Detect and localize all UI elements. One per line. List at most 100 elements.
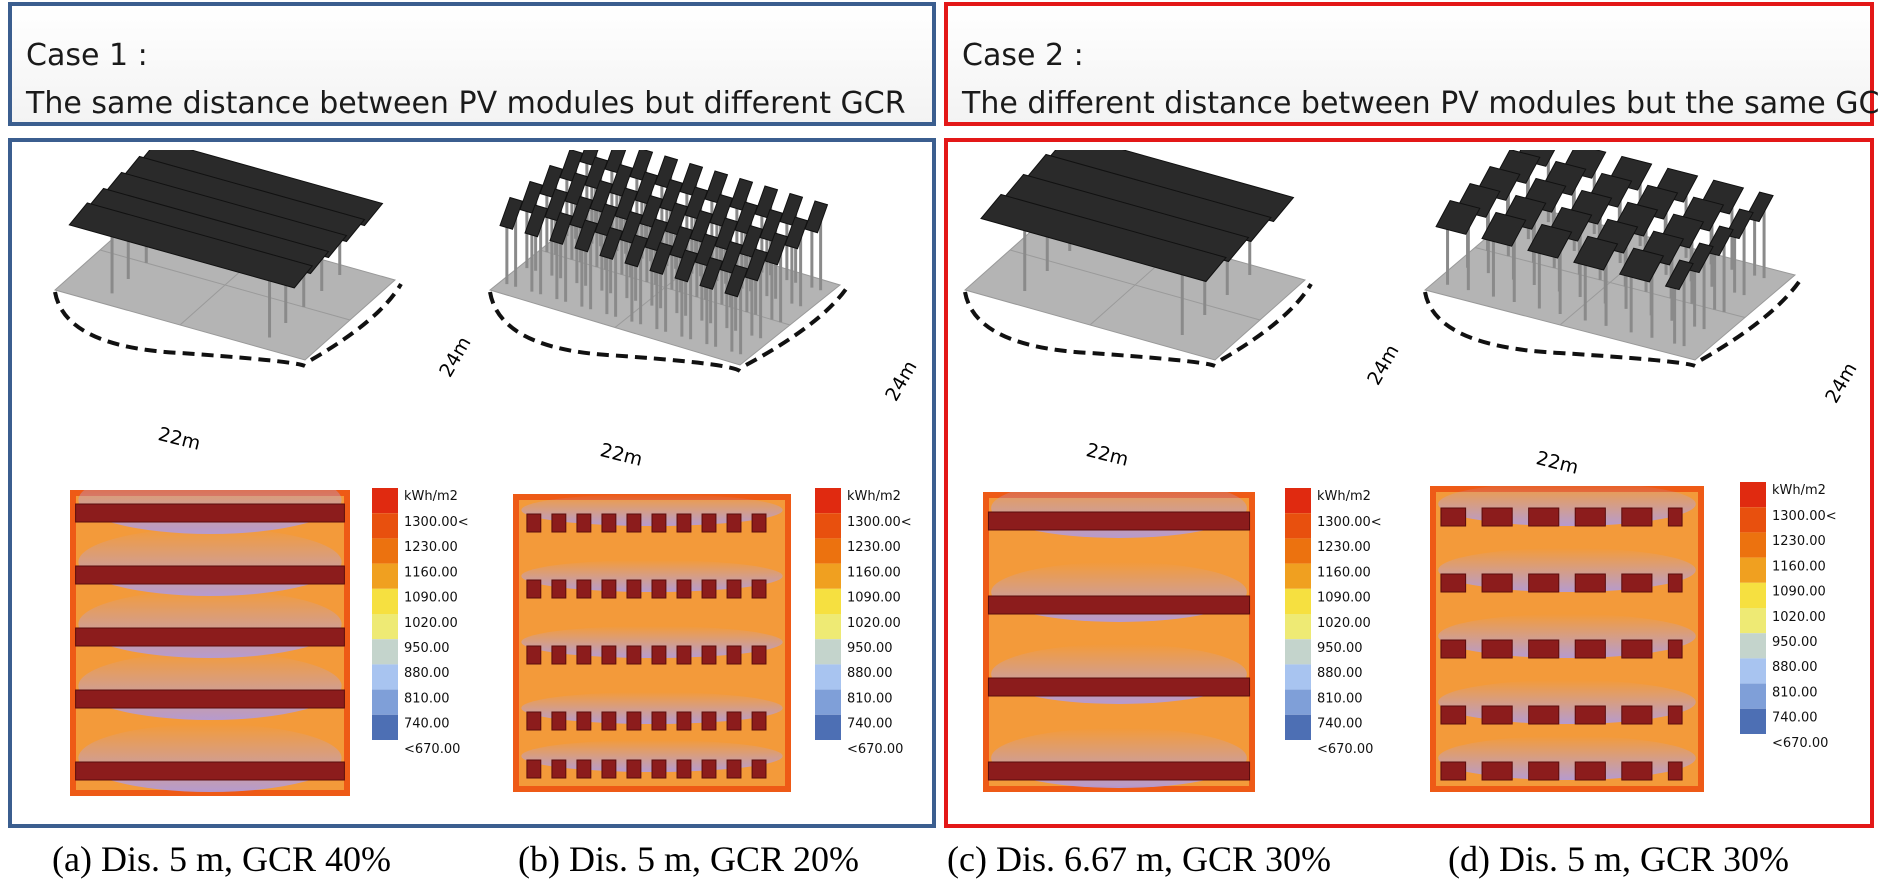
caption-a: (a) Dis. 5 m, GCR 40% — [52, 839, 391, 879]
pv-module — [784, 216, 809, 250]
legend-label: 1160.00 — [847, 565, 901, 580]
legend-swatch — [1285, 513, 1311, 539]
depth-dimension — [745, 287, 848, 367]
width-dimension — [488, 291, 742, 373]
module-footprint — [75, 689, 345, 709]
legend-label: 740.00 — [847, 717, 893, 732]
legend-unit: kWh/m2 — [404, 489, 458, 504]
legend-swatch — [1740, 683, 1766, 709]
legend-swatch — [372, 563, 398, 589]
legend-label: 1160.00 — [404, 565, 458, 580]
caption-c: (c) Dis. 6.67 m, GCR 30% — [947, 839, 1331, 879]
module-footprint — [551, 645, 567, 665]
legend-swatch — [372, 614, 398, 640]
pv-module — [629, 150, 654, 181]
shade-zone — [1438, 736, 1696, 780]
case2-title: Case 2 : — [962, 38, 1084, 73]
module-footprint — [576, 513, 592, 533]
legend-swatch — [372, 588, 398, 614]
module-footprint — [1481, 761, 1513, 781]
legend-swatch — [1740, 532, 1766, 558]
legend-label: 740.00 — [1317, 717, 1363, 732]
pv-module — [614, 187, 639, 221]
legend-label: 1230.00 — [1772, 534, 1826, 549]
legend-swatch — [372, 639, 398, 665]
depth-dimension — [1700, 277, 1803, 362]
module-footprint — [1528, 639, 1560, 659]
module-footprint — [626, 579, 642, 599]
legend-swatch — [815, 689, 841, 715]
module-footprint — [651, 759, 667, 779]
pv-module — [694, 233, 719, 267]
pv-module — [609, 163, 634, 197]
pv-module — [804, 200, 829, 234]
pv-module — [68, 202, 314, 289]
module-footprint — [1528, 507, 1560, 527]
pv-module — [729, 177, 754, 211]
pv-array-3d-a — [53, 150, 403, 368]
pv-module — [739, 224, 764, 258]
module-footprint — [551, 759, 567, 779]
width-dimension — [1423, 291, 1696, 368]
irradiance-map-c — [983, 492, 1255, 792]
legend-swatch — [1285, 538, 1311, 564]
module-footprint — [1528, 573, 1560, 593]
module-footprint — [526, 579, 542, 599]
pv-module — [499, 196, 524, 230]
pv-module — [704, 170, 729, 204]
legend-swatch — [372, 664, 398, 690]
legend-label: 1020.00 — [404, 616, 458, 631]
case1-description: The same distance between PV modules but… — [26, 86, 906, 121]
legend-swatch — [1285, 714, 1311, 740]
pv-module — [684, 186, 709, 220]
legend-label: 1300.00< — [1772, 509, 1837, 524]
legend-swatch — [1285, 689, 1311, 715]
pv-module — [779, 192, 804, 226]
module-footprint — [576, 759, 592, 779]
module-footprint — [726, 579, 742, 599]
module-footprint — [75, 503, 345, 523]
module-footprint — [1440, 573, 1467, 593]
module-footprint — [526, 711, 542, 731]
legend-label: 1300.00< — [847, 515, 912, 530]
module-footprint — [1481, 705, 1513, 725]
pv-module — [709, 193, 734, 227]
module-footprint — [601, 759, 617, 779]
legend-swatch — [1285, 563, 1311, 589]
pv-module — [604, 150, 627, 174]
legend-label: 1230.00 — [404, 540, 458, 555]
pv-module — [634, 171, 659, 205]
module-footprint — [676, 645, 692, 665]
module-footprint — [676, 711, 692, 731]
module-footprint — [576, 711, 592, 731]
legend-swatch — [1285, 664, 1311, 690]
legend-label: 1090.00 — [1317, 591, 1371, 606]
legend-label: 880.00 — [1317, 666, 1363, 681]
module-footprint — [1667, 507, 1683, 527]
module-footprint — [651, 711, 667, 731]
module-footprint — [1621, 705, 1653, 725]
pv-module — [559, 150, 584, 182]
module-footprint — [651, 579, 667, 599]
pv-module — [654, 155, 679, 189]
legend-label: 1090.00 — [404, 591, 458, 606]
legend-label: 1160.00 — [1317, 565, 1371, 580]
caption-b: (b) Dis. 5 m, GCR 20% — [518, 839, 859, 879]
module-footprint — [987, 677, 1251, 697]
module-footprint — [1621, 639, 1653, 659]
module-footprint — [1481, 507, 1513, 527]
pv-module — [594, 203, 619, 237]
legend-label: 950.00 — [847, 641, 893, 656]
legend-label: 810.00 — [847, 691, 893, 706]
pv-module — [599, 226, 624, 260]
module-footprint — [751, 579, 767, 599]
pv-module — [1481, 211, 1527, 247]
legend-swatch — [815, 614, 841, 640]
module-footprint — [1621, 507, 1653, 527]
legend-swatch — [815, 714, 841, 740]
module-footprint — [551, 513, 567, 533]
pv-module — [1435, 200, 1481, 235]
legend-label: 950.00 — [1772, 635, 1818, 650]
legend-swatch — [815, 664, 841, 690]
module-footprint — [626, 711, 642, 731]
